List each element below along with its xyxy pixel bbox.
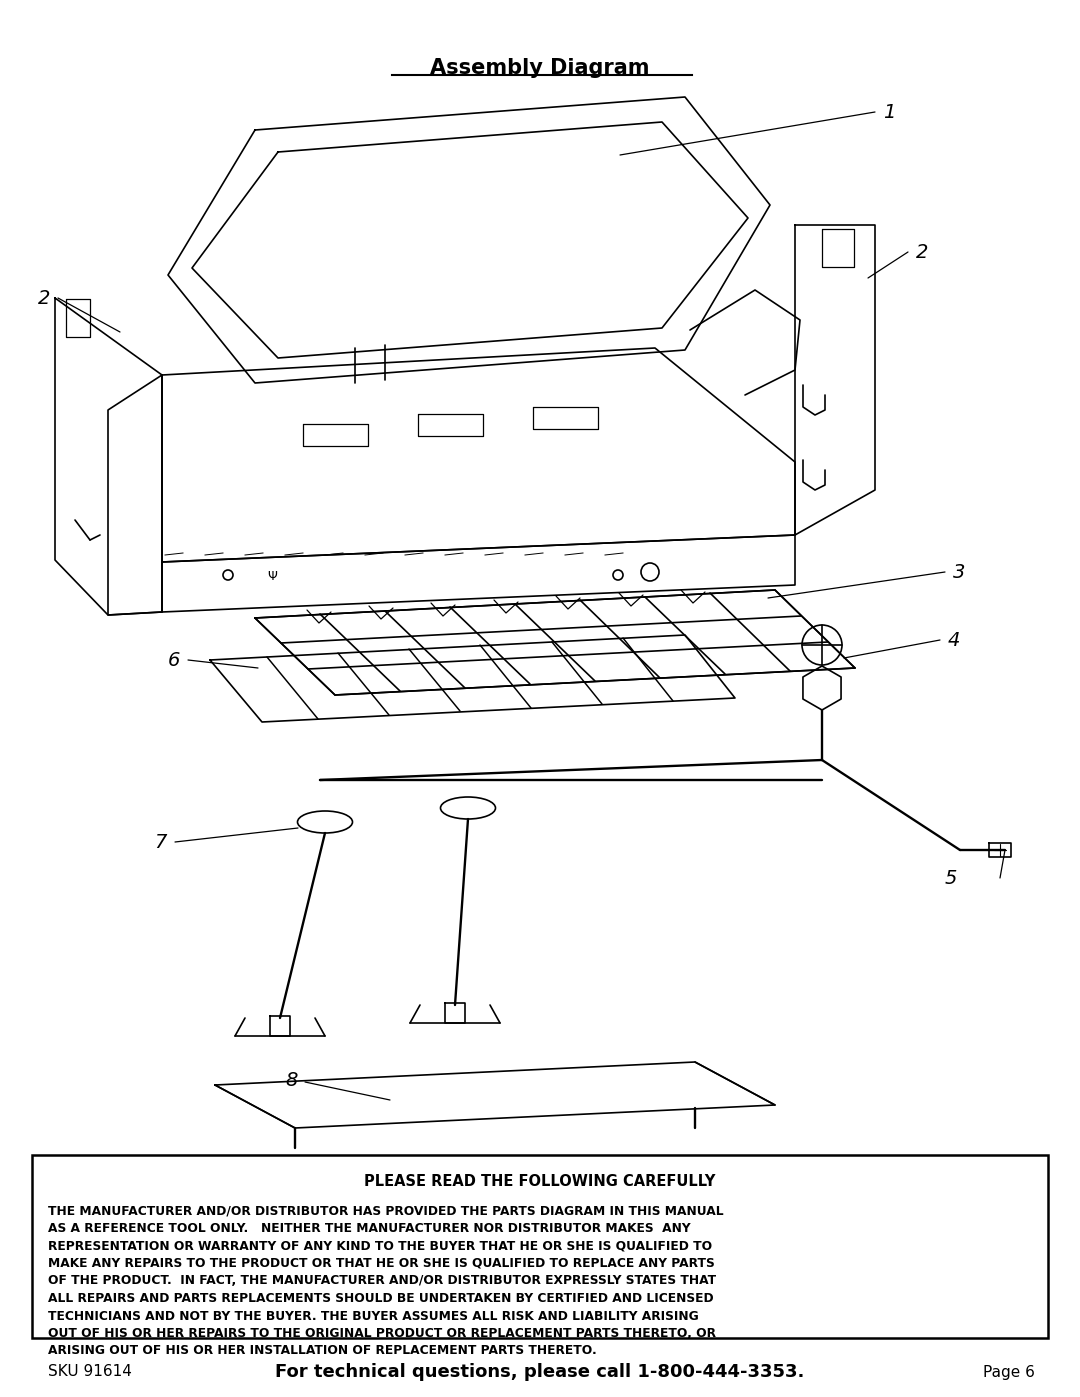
Text: 2: 2 xyxy=(916,243,929,261)
Text: Page 6: Page 6 xyxy=(983,1365,1035,1379)
Text: Assembly Diagram: Assembly Diagram xyxy=(430,59,650,78)
Text: 3: 3 xyxy=(953,563,966,581)
Text: ARISING OUT OF HIS OR HER INSTALLATION OF REPLACEMENT PARTS THERETO.: ARISING OUT OF HIS OR HER INSTALLATION O… xyxy=(48,1344,597,1358)
Text: 4: 4 xyxy=(948,630,960,650)
Text: SKU 91614: SKU 91614 xyxy=(48,1365,132,1379)
Text: ALL REPAIRS AND PARTS REPLACEMENTS SHOULD BE UNDERTAKEN BY CERTIFIED AND LICENSE: ALL REPAIRS AND PARTS REPLACEMENTS SHOUL… xyxy=(48,1292,714,1305)
Text: MAKE ANY REPAIRS TO THE PRODUCT OR THAT HE OR SHE IS QUALIFIED TO REPLACE ANY PA: MAKE ANY REPAIRS TO THE PRODUCT OR THAT … xyxy=(48,1257,715,1270)
Text: OF THE PRODUCT.  IN FACT, THE MANUFACTURER AND/OR DISTRIBUTOR EXPRESSLY STATES T: OF THE PRODUCT. IN FACT, THE MANUFACTURE… xyxy=(48,1274,716,1288)
Text: 1: 1 xyxy=(883,102,895,122)
Text: 6: 6 xyxy=(167,651,180,669)
Text: TECHNICIANS AND NOT BY THE BUYER. THE BUYER ASSUMES ALL RISK AND LIABILITY ARISI: TECHNICIANS AND NOT BY THE BUYER. THE BU… xyxy=(48,1309,699,1323)
Text: 5: 5 xyxy=(945,869,957,887)
Text: Ψ: Ψ xyxy=(267,570,276,583)
Ellipse shape xyxy=(441,798,496,819)
Text: OUT OF HIS OR HER REPAIRS TO THE ORIGINAL PRODUCT OR REPLACEMENT PARTS THERETO, : OUT OF HIS OR HER REPAIRS TO THE ORIGINA… xyxy=(48,1327,716,1340)
Text: REPRESENTATION OR WARRANTY OF ANY KIND TO THE BUYER THAT HE OR SHE IS QUALIFIED : REPRESENTATION OR WARRANTY OF ANY KIND T… xyxy=(48,1239,712,1253)
Text: AS A REFERENCE TOOL ONLY.   NEITHER THE MANUFACTURER NOR DISTRIBUTOR MAKES  ANY: AS A REFERENCE TOOL ONLY. NEITHER THE MA… xyxy=(48,1222,690,1235)
Text: 2: 2 xyxy=(38,289,50,307)
Bar xyxy=(32,1155,1048,1338)
Text: PLEASE READ THE FOLLOWING CAREFULLY: PLEASE READ THE FOLLOWING CAREFULLY xyxy=(364,1175,716,1189)
Ellipse shape xyxy=(297,812,352,833)
Text: 7: 7 xyxy=(154,833,167,852)
Text: 8: 8 xyxy=(285,1070,298,1090)
Text: For technical questions, please call 1-800-444-3353.: For technical questions, please call 1-8… xyxy=(275,1363,805,1382)
Text: THE MANUFACTURER AND/OR DISTRIBUTOR HAS PROVIDED THE PARTS DIAGRAM IN THIS MANUA: THE MANUFACTURER AND/OR DISTRIBUTOR HAS … xyxy=(48,1204,724,1218)
